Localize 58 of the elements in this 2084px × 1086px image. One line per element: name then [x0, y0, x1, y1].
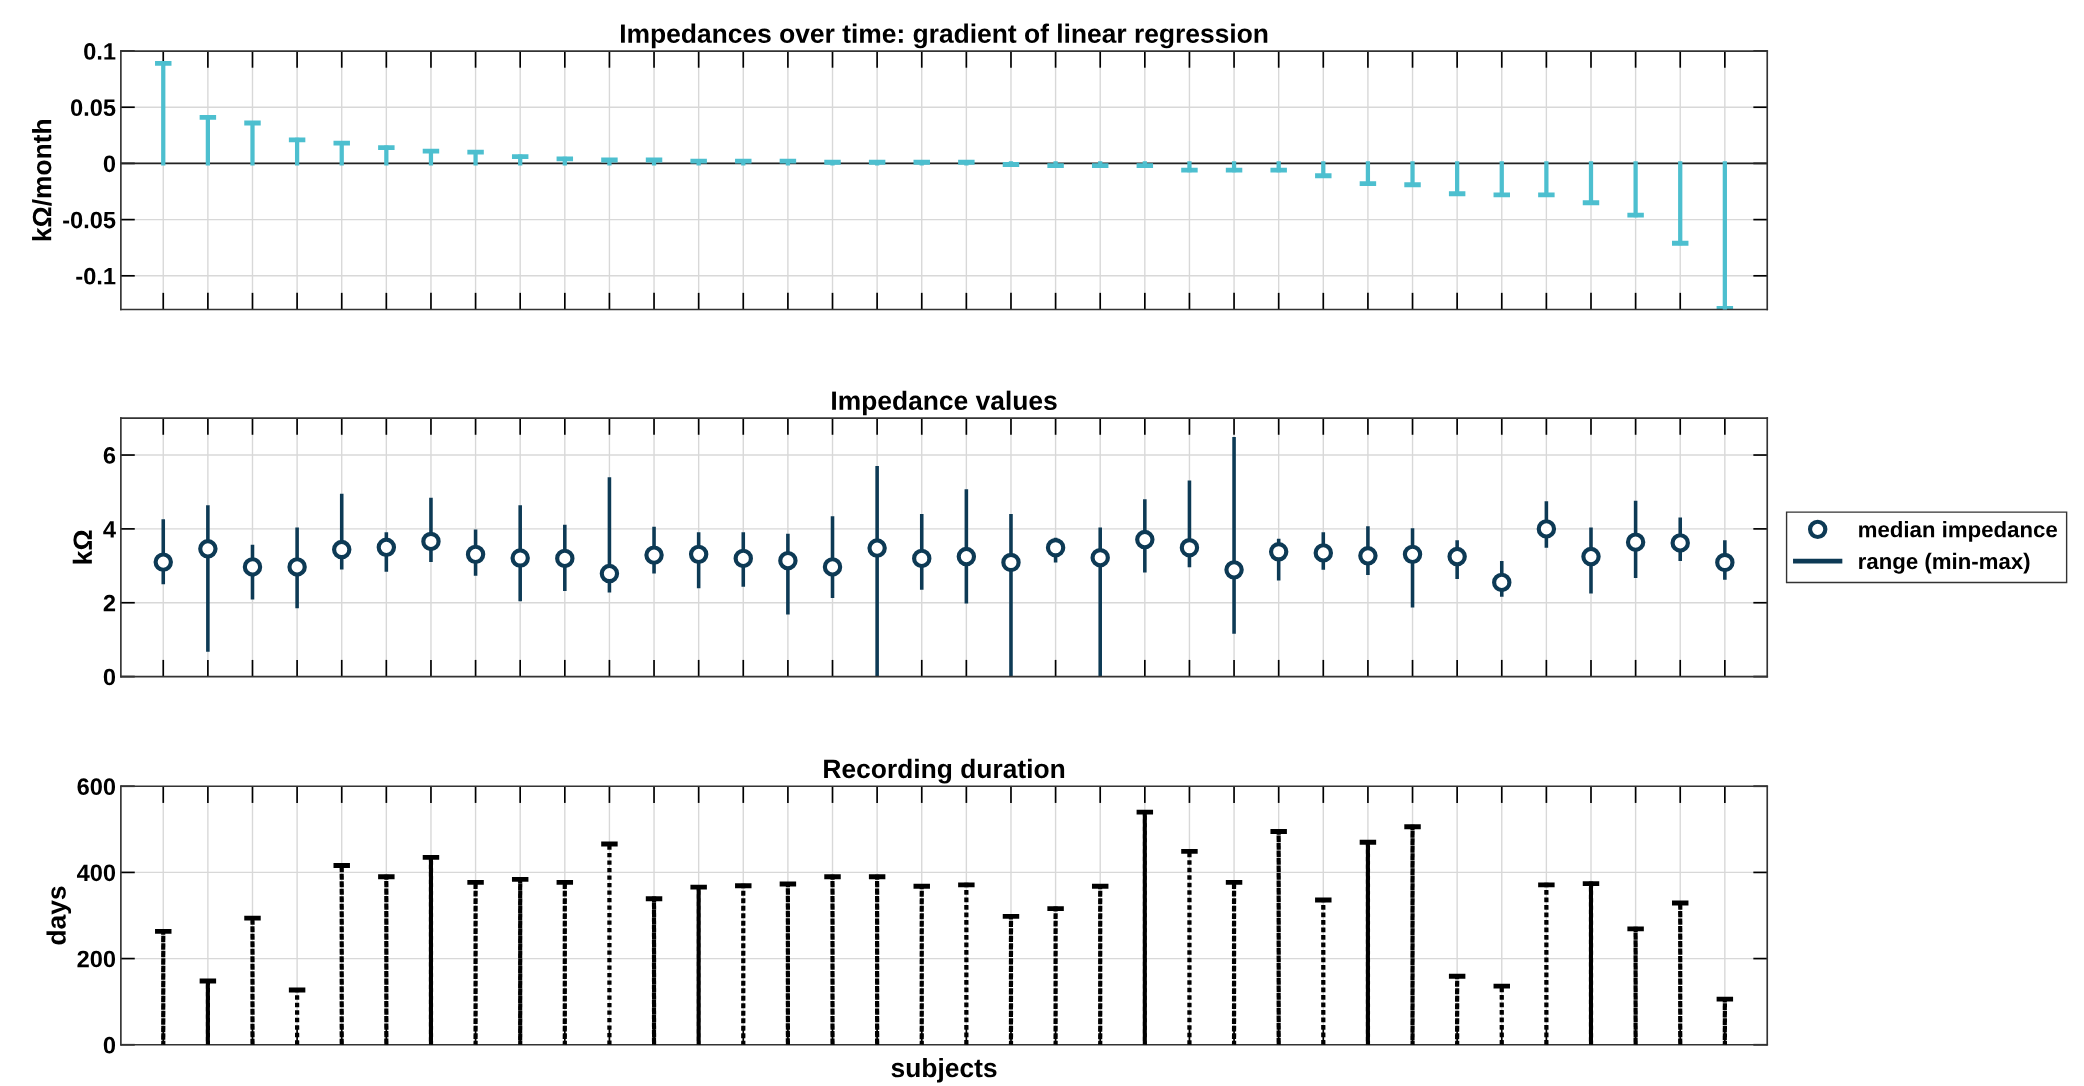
point [421, 531, 441, 552]
point [1670, 533, 1690, 553]
y-tick-label: 400 [76, 864, 116, 882]
y-tick-label: -0.1 [76, 267, 116, 285]
point [956, 546, 977, 567]
x-axis-title: subjects [891, 1057, 997, 1083]
y-tick-label: 0 [103, 155, 116, 173]
point [1402, 544, 1423, 565]
y-tick-label: -0.05 [63, 211, 116, 229]
legend-label: median impedance [1859, 521, 2057, 542]
point [1224, 560, 1244, 580]
y-tick-label: 0.1 [84, 43, 116, 60]
point [242, 557, 263, 577]
point [510, 548, 530, 568]
legend-label: range (min-max) [1859, 552, 2030, 574]
point [1536, 519, 1557, 539]
y-tick-label: 0.05 [70, 99, 116, 117]
point [644, 545, 664, 565]
point [1358, 546, 1378, 566]
y-axis-title: kΩ [72, 530, 92, 564]
point [1715, 552, 1735, 573]
chart-title: Recording duration [824, 758, 1065, 784]
y-tick-label: 200 [77, 950, 116, 968]
point [376, 537, 397, 558]
point [1179, 537, 1200, 558]
point [153, 552, 173, 572]
point [1447, 546, 1467, 567]
point [1313, 543, 1334, 563]
y-tick-label: 2 [103, 594, 116, 612]
point [1268, 542, 1289, 562]
point [733, 548, 754, 569]
point [555, 548, 575, 569]
y-tick-label: 0 [103, 668, 116, 686]
point [332, 539, 352, 560]
point [1090, 547, 1110, 568]
y-tick-label: 0 [103, 1036, 116, 1054]
point [778, 550, 798, 571]
point [912, 548, 932, 569]
point [688, 544, 709, 565]
point [1001, 552, 1021, 573]
point [1581, 546, 1601, 567]
y-tick-label: 6 [103, 447, 116, 464]
point [198, 539, 218, 559]
chart-title: Impedance values [832, 390, 1057, 416]
point [867, 538, 887, 558]
chart-title: Impedances over time: gradient of linear regression [621, 23, 1268, 49]
y-tick-label: 600 [77, 778, 116, 796]
point [465, 544, 486, 565]
point [1625, 532, 1646, 552]
y-tick-label: 4 [103, 521, 116, 538]
point [1135, 529, 1155, 550]
y-axis-title: kΩ/month [32, 120, 52, 241]
point [287, 557, 307, 577]
point [1045, 537, 1066, 558]
y-axis-title: days [46, 886, 72, 945]
point [822, 557, 843, 577]
point [1492, 572, 1512, 593]
point [599, 563, 620, 584]
